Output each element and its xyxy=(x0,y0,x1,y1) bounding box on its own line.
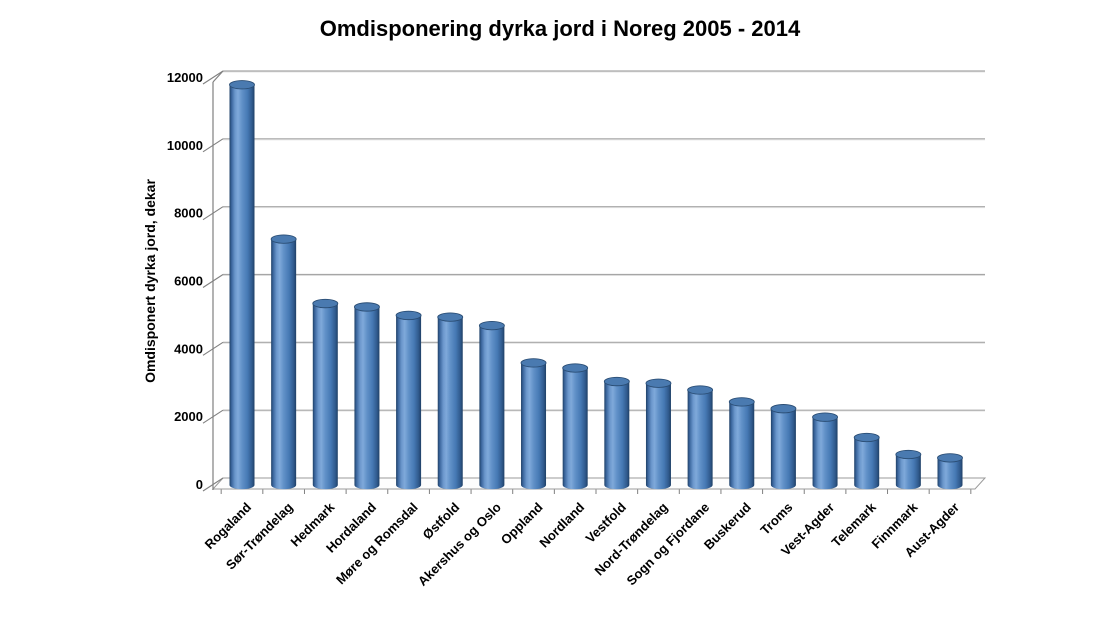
bar-vestfold[interactable] xyxy=(603,376,630,490)
x-category-label: Nord-Trøndelag xyxy=(592,499,671,578)
bar-oppland[interactable] xyxy=(520,358,547,490)
bar-akershus-og-oslo[interactable] xyxy=(478,320,505,490)
axis-corner-line xyxy=(212,70,224,83)
y-tick xyxy=(202,206,224,221)
cylinder-top xyxy=(603,376,630,387)
bar-nordland[interactable] xyxy=(562,363,589,490)
y-tick-label: 6000 xyxy=(174,274,203,289)
cylinder-top xyxy=(728,397,755,407)
bar-sogn-og-fjordane[interactable] xyxy=(687,385,714,490)
cylinder-body xyxy=(437,317,463,490)
cylinder-top xyxy=(437,312,464,322)
y-tick xyxy=(202,70,224,85)
y-axis-title: Omdisponert dyrka jord, dekar xyxy=(142,179,158,383)
cylinder-body xyxy=(479,325,505,490)
x-category-label: Nordland xyxy=(536,499,587,550)
cylinder-top xyxy=(937,453,963,463)
value-axis-ticks xyxy=(202,70,224,492)
category-labels: RogalandSør-TrøndelagHedmarkHordalandMør… xyxy=(202,499,962,589)
y-tick xyxy=(202,341,224,356)
cylinder-top xyxy=(229,80,255,90)
y-tick-label: 0 xyxy=(196,477,203,492)
y-tick xyxy=(202,274,224,288)
bar-rogaland[interactable] xyxy=(229,80,255,490)
category-axis-ticks xyxy=(220,489,972,494)
cylinder-top xyxy=(645,378,672,388)
gridlines xyxy=(223,70,985,412)
cylinder-top xyxy=(353,302,380,312)
cylinder-body xyxy=(687,390,713,490)
value-axis xyxy=(212,70,224,490)
cylinder-body xyxy=(312,303,338,490)
y-tick-label: 10000 xyxy=(167,138,203,153)
x-category-label: Møre og Romsdal xyxy=(333,500,421,588)
y-tick xyxy=(202,409,224,424)
cylinder-body xyxy=(229,84,255,490)
cylinder-top xyxy=(395,310,422,321)
cylinder-top xyxy=(520,358,547,368)
bar-series xyxy=(229,80,963,490)
bar-troms[interactable] xyxy=(770,404,797,490)
bar-nord-trøndelag[interactable] xyxy=(645,378,672,490)
bar-vest-agder[interactable] xyxy=(812,412,839,490)
y-tick-label: 8000 xyxy=(174,206,203,221)
bar-møre-og-romsdal[interactable] xyxy=(395,310,422,490)
cylinder-top xyxy=(270,234,297,244)
cylinder-top xyxy=(770,404,797,414)
y-tick-label: 4000 xyxy=(174,341,203,356)
y-tick xyxy=(202,477,224,492)
cylinder-top xyxy=(812,412,839,422)
bar-hedmark[interactable] xyxy=(312,298,339,490)
bar-sør-trøndelag[interactable] xyxy=(270,234,297,490)
chart-title: Omdisponering dyrka jord i Noreg 2005 - … xyxy=(319,16,801,41)
cylinder-top xyxy=(895,449,922,460)
bar-telemark[interactable] xyxy=(853,432,880,490)
x-category-label: Troms xyxy=(757,500,795,538)
cylinder-body xyxy=(812,417,838,490)
cylinder-body xyxy=(396,315,422,490)
bar-østfold[interactable] xyxy=(437,312,464,490)
cylinder-body xyxy=(562,367,588,490)
cylinder-top xyxy=(687,385,714,395)
cylinder-top xyxy=(312,298,339,309)
cylinder-body xyxy=(271,239,297,490)
cylinder-body xyxy=(604,381,630,490)
y-tick-label: 2000 xyxy=(174,409,203,424)
cylinder-top xyxy=(478,320,505,331)
cylinder-body xyxy=(521,362,547,490)
y-tick xyxy=(202,138,224,153)
value-axis-labels: 0 2000 4000 6000 8000 10000 12000 xyxy=(167,70,203,492)
cylinder-body xyxy=(854,437,880,490)
cylinder-body xyxy=(354,306,380,490)
y-tick-label: 12000 xyxy=(167,70,203,85)
cylinder-body xyxy=(729,401,755,490)
cylinder-body xyxy=(937,457,963,490)
cylinder-body xyxy=(895,454,921,490)
bar-hordaland[interactable] xyxy=(353,302,380,490)
bar-aust-agder[interactable] xyxy=(937,453,963,490)
bar-finnmark[interactable] xyxy=(895,449,922,490)
cylinder-body xyxy=(770,408,796,490)
bar-buskerud[interactable] xyxy=(728,397,755,490)
cylinder-top xyxy=(853,432,880,443)
cylinder-top xyxy=(562,363,589,373)
cylinder-body xyxy=(645,383,671,490)
